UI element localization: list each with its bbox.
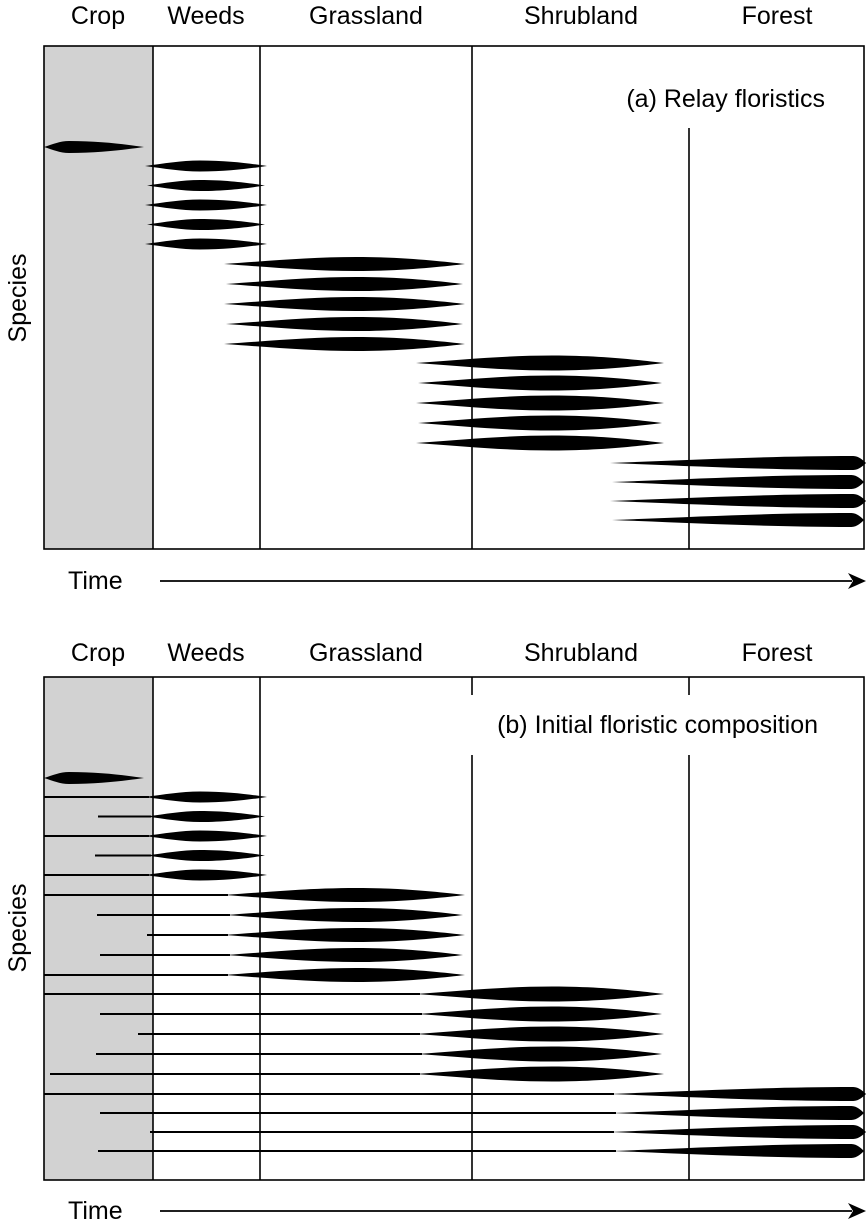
stage-label-forest: Forest [742, 639, 813, 667]
species-curve-weeds [145, 238, 267, 250]
y-axis-label: Species [4, 884, 32, 973]
species-curve-forest [610, 1087, 866, 1101]
species-curve-shrubland [418, 1046, 662, 1062]
species-curve-grassland [226, 277, 463, 291]
species-curve-weeds [147, 219, 265, 230]
species-curve-weeds [145, 199, 267, 211]
stage-label-weeds: Weeds [167, 639, 244, 667]
species-curve-forest [612, 475, 864, 489]
species-curves-b [44, 772, 866, 1158]
species-curve-crop [44, 141, 144, 153]
panel-a-title: (a) Relay floristics [626, 85, 825, 113]
species-curve-grassland [224, 928, 465, 942]
crop-shading [44, 677, 153, 1180]
species-curve-weeds [145, 830, 267, 842]
panel-b: Crop Weeds Grassland Shrubland Forest (b… [4, 639, 866, 1225]
panel-a: Crop Weeds Grassland Shrubland Forest (a… [4, 2, 866, 595]
species-curve-shrubland [418, 375, 662, 391]
species-curve-forest [610, 456, 866, 470]
species-presence-lines-b [44, 796, 616, 1152]
stage-label-crop: Crop [71, 2, 125, 30]
species-curve-grassland [226, 948, 463, 962]
crop-shading [44, 46, 153, 549]
stage-label-crop: Crop [71, 639, 125, 667]
panel-b-title: (b) Initial floristic composition [497, 711, 818, 739]
stage-label-weeds: Weeds [167, 2, 244, 30]
species-curve-crop [44, 772, 144, 784]
species-curve-shrubland [416, 1066, 664, 1082]
species-curve-shrubland [418, 415, 662, 431]
stage-label-shrubland: Shrubland [524, 2, 638, 30]
panel-a-frame [43, 45, 865, 550]
species-curve-forest [610, 494, 866, 508]
species-curve-shrubland [418, 1006, 662, 1022]
stage-label-grassland: Grassland [309, 639, 423, 667]
species-curve-weeds [145, 791, 267, 803]
species-curve-grassland [224, 297, 465, 311]
species-curve-grassland [224, 968, 465, 982]
species-curve-grassland [226, 317, 463, 331]
species-curve-weeds [145, 160, 267, 172]
species-curve-shrubland [416, 355, 664, 371]
species-curve-grassland [224, 337, 465, 351]
species-curve-shrubland [416, 435, 664, 451]
species-curve-forest [612, 1144, 864, 1158]
stage-label-grassland: Grassland [309, 2, 423, 30]
stage-label-shrubland: Shrubland [524, 639, 638, 667]
species-curve-forest [612, 513, 864, 527]
species-curve-shrubland [416, 1026, 664, 1042]
species-curve-grassland [226, 908, 463, 922]
species-curve-weeds [147, 850, 265, 861]
species-curve-weeds [145, 869, 267, 881]
species-curve-forest [612, 1106, 864, 1120]
y-axis-label: Species [4, 254, 32, 343]
species-curves-a [44, 141, 866, 527]
species-curve-grassland [224, 257, 465, 271]
species-curve-shrubland [416, 986, 664, 1002]
x-axis-label: Time [68, 1197, 123, 1225]
stage-label-forest: Forest [742, 2, 813, 30]
species-curve-shrubland [416, 395, 664, 411]
arrow-head-icon [848, 573, 866, 589]
species-curve-grassland [224, 888, 465, 902]
species-curve-weeds [147, 811, 265, 822]
species-curve-forest [610, 1125, 866, 1139]
arrow-head-icon [848, 1203, 866, 1219]
x-axis-label: Time [68, 567, 123, 595]
panel-b-frame [43, 676, 865, 1181]
species-curve-weeds [147, 180, 265, 191]
